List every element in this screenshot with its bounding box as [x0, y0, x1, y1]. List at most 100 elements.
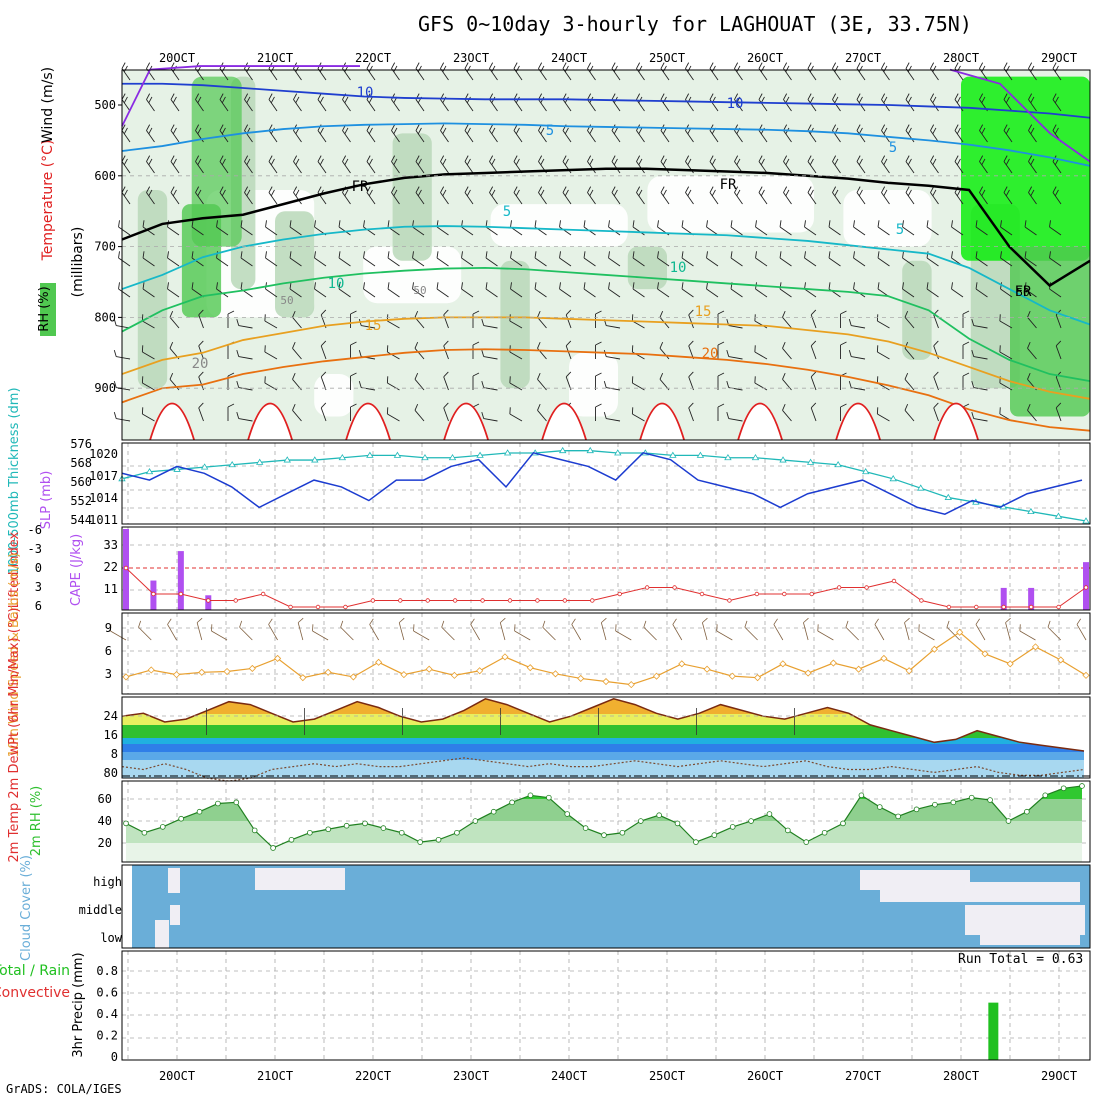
wind10m-marker: [627, 681, 635, 689]
wind-barb: [1003, 155, 1013, 174]
wind-barb: [141, 407, 155, 422]
y-tick-pressure: 700: [94, 240, 116, 254]
rh2m-band: [126, 785, 1082, 799]
y-tick-precip: 0.6: [96, 986, 118, 1000]
thickness-marker: [476, 451, 484, 458]
rh2m-marker: [803, 839, 810, 845]
wind-barb: [904, 403, 915, 422]
wind-barb: [320, 402, 327, 422]
wind-barb: [926, 282, 939, 298]
y-tick-cape: 11: [104, 582, 118, 596]
wind-barb: [240, 251, 253, 267]
x-tick-bottom: 29OCT: [1041, 1069, 1077, 1083]
wind10m-marker: [956, 628, 964, 636]
thickness-marker: [1054, 512, 1063, 519]
wind-barb: [489, 186, 498, 205]
wind-barb: [933, 402, 939, 422]
wind10m-marker: [602, 677, 610, 686]
wind10m-barb: [702, 617, 708, 641]
wind10m-barb: [196, 617, 203, 641]
wind-barb: [317, 93, 327, 112]
thickness-marker: [1027, 507, 1035, 515]
wind10m-marker: [981, 650, 989, 658]
ylabel-temperature: Temperature (°C): [40, 140, 56, 262]
cape-bar: [177, 551, 184, 610]
lifted-marker: [535, 598, 540, 603]
wind-barb: [1003, 93, 1013, 112]
wind-barb: [608, 282, 621, 298]
wind-barb: [595, 372, 602, 390]
wind-barb: [170, 124, 180, 143]
wind-barb: [881, 186, 890, 205]
wind-barb: [832, 93, 841, 112]
wind-barb: [236, 412, 253, 422]
ylabel-cloud: Cloud Cover (%): [19, 855, 34, 961]
wind-barb: [485, 251, 498, 267]
isotherm-line: [121, 167, 1091, 288]
wind-barb: [481, 412, 498, 422]
rh2m-marker: [251, 827, 258, 834]
thickness-marker: [1082, 517, 1090, 524]
wind-barb: [146, 124, 155, 143]
wind10m-barb: [1076, 618, 1087, 641]
y-tick-lifted: 0: [35, 561, 42, 575]
thickness-marker: [421, 453, 429, 461]
y-tick-lifted: 6: [35, 599, 42, 613]
contour-label: 10: [727, 96, 744, 112]
wind10m-barb: [239, 620, 253, 641]
rh2m-marker: [325, 826, 332, 833]
lifted-marker: [507, 598, 513, 603]
y-tick-pressure: 900: [94, 381, 116, 395]
panel-wind10m: [121, 612, 1091, 695]
wind-barb: [510, 282, 523, 298]
wind10m-marker: [526, 664, 534, 672]
rh-dry-area: [363, 246, 462, 304]
wind-barb: [412, 282, 425, 298]
wind10m-barb: [312, 624, 329, 641]
panel-cloud: [121, 864, 1091, 949]
ylabel-thickness: 1000-500mb Thickness (dm): [7, 387, 22, 574]
lifted-marker: [151, 591, 156, 597]
wind-barb: [289, 220, 302, 236]
y-tick-lifted: -6: [28, 523, 42, 537]
wind10m-barb: [369, 618, 379, 641]
wind10m-barb: [817, 624, 834, 641]
rh-moist-area: [137, 189, 168, 389]
x-tick-bottom: 20OCT: [159, 1069, 195, 1083]
wind-barb: [848, 319, 866, 329]
wind-barb: [828, 251, 841, 267]
thickness-marker: [889, 475, 897, 482]
wind-barb: [840, 403, 847, 421]
wind-barb: [876, 407, 890, 422]
rh-humid-band: [961, 76, 1090, 261]
wind-barb: [962, 341, 970, 359]
wind10m-marker: [551, 670, 560, 678]
wind-barb: [754, 376, 768, 391]
ylabel-wind: Wind (m/s): [40, 67, 56, 143]
panel-rh2m: [121, 780, 1091, 863]
wind-barb: [856, 186, 866, 205]
wind10m-barb: [904, 617, 910, 641]
wind-barb: [688, 402, 694, 422]
isotherm-line: [121, 225, 1091, 326]
wind-barb: [268, 93, 278, 112]
wind10m-marker: [880, 654, 888, 662]
contour-label: 10: [670, 260, 687, 276]
wind-barb: [191, 251, 204, 267]
wind-barb: [1024, 251, 1037, 267]
wind10m-marker: [198, 668, 206, 676]
wind10m-marker: [172, 671, 181, 679]
contour-label: 50: [280, 294, 293, 307]
wind-barb: [962, 310, 970, 328]
rh2m-marker: [159, 824, 166, 830]
wind-barb: [386, 376, 400, 391]
rh2m-marker: [711, 832, 718, 838]
slp-line: [121, 451, 1083, 515]
wind-barb: [342, 155, 351, 174]
legend-convective: Convective: [0, 985, 70, 1001]
lifted-marker: [206, 598, 211, 603]
lifted-marker: [836, 585, 842, 590]
rh2m-marker: [785, 827, 791, 834]
rh2m-marker: [362, 820, 368, 827]
